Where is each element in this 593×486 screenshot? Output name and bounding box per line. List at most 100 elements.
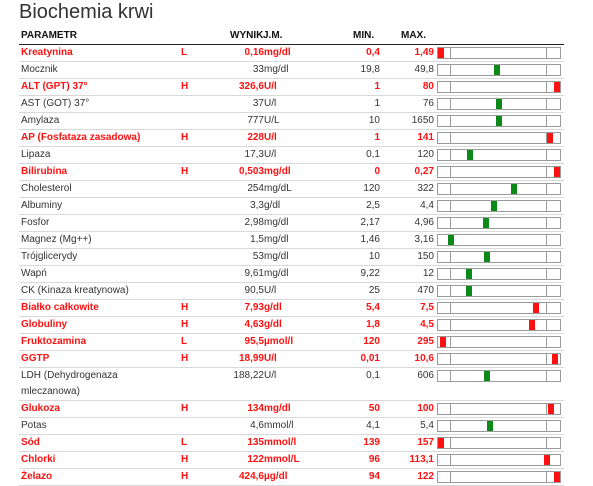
range-bar (437, 47, 561, 59)
unit-cell: mg/dl (264, 403, 291, 414)
range-max-tick (546, 269, 547, 279)
abnormal-marker (440, 337, 447, 347)
range-max-tick (546, 421, 547, 431)
table-row: CK (Kinaza kreatynowa) 90,5 U/l 25 470 (19, 283, 564, 300)
header-max: MAX. (401, 30, 426, 41)
range-bar (437, 64, 561, 76)
unit-cell: U/l (264, 370, 277, 381)
param-cell: LDH (Dehydrogenaza mleczanowa) (21, 370, 118, 397)
unit-cell: g/dl (264, 319, 282, 330)
max-cell: 157 (417, 437, 434, 448)
range-bar (437, 471, 561, 483)
range-bar (437, 268, 561, 280)
abnormal-marker (554, 472, 560, 482)
max-cell: 120 (417, 149, 434, 160)
unit-cell: U/l (264, 149, 277, 160)
table-row: Albuminy 3,3 g/dl 2,5 4,4 (19, 198, 564, 215)
flag-cell: H (181, 403, 189, 414)
results-table: Kreatynina L 0,16 mg/dl 0,4 1,49 Mocznik 33 mg/d… (19, 45, 564, 486)
flag-cell: H (181, 302, 189, 313)
table-row: Lipaza 17,3 U/l 0,1 120 (19, 147, 564, 164)
param-cell: Mocznik (21, 64, 58, 75)
table-row: GGTP H 18,99 U/l 0,01 10,6 (19, 351, 564, 368)
flag-cell: H (181, 81, 189, 92)
range-bar (437, 149, 561, 161)
range-max-tick (546, 218, 547, 228)
param-cell: Żelazo (21, 471, 53, 482)
range-max-tick (546, 337, 547, 347)
table-header: PARAMETR WYNIK J.M. MIN. MAX. (19, 29, 564, 45)
range-bar (437, 166, 561, 178)
min-cell: 2,5 (366, 200, 380, 211)
unit-cell: mmol/L (264, 454, 300, 465)
flag-cell: H (181, 471, 189, 482)
value-cell: 7,93 (244, 302, 264, 313)
table-row: Bilirubina H 0,503 mg/dl 0 0,27 (19, 164, 564, 181)
unit-cell: µmol/l (264, 336, 294, 347)
unit-cell: U/l (264, 81, 277, 92)
range-min-tick (450, 167, 451, 177)
range-bar (437, 217, 561, 229)
range-max-tick (546, 472, 547, 482)
value-cell: 33 (252, 64, 264, 75)
unit-cell: µg/dl (264, 471, 288, 482)
unit-cell: mmol/l (264, 437, 297, 448)
min-cell: 1,8 (366, 319, 380, 330)
max-cell: 49,8 (414, 64, 434, 75)
min-cell: 5,4 (366, 302, 380, 313)
range-bar (437, 420, 561, 432)
range-bar (437, 234, 561, 246)
min-cell: 50 (368, 403, 380, 414)
abnormal-marker (438, 438, 444, 448)
abnormal-marker (532, 303, 539, 313)
flag-cell: H (181, 132, 189, 143)
value-cell: 53 (252, 251, 264, 262)
max-cell: 4,5 (420, 319, 434, 330)
param-cell: Albuminy (21, 200, 63, 211)
range-min-tick (450, 404, 451, 414)
max-cell: 1,49 (414, 47, 434, 58)
abnormal-marker (554, 167, 560, 177)
min-cell: 9,22 (360, 268, 380, 279)
min-cell: 10 (368, 115, 380, 126)
max-cell: 322 (417, 183, 434, 194)
range-bar (437, 454, 561, 466)
max-cell: 122 (417, 471, 434, 482)
table-row: Fosfor 2,98 mg/dl 2,17 4,96 (19, 215, 564, 232)
param-cell: Chlorki (21, 454, 56, 465)
param-cell: GGTP (21, 353, 50, 364)
unit-cell: mg/dl (264, 166, 291, 177)
range-min-tick (450, 48, 451, 58)
value-cell: 90,5 (244, 285, 264, 296)
min-cell: 94 (368, 471, 380, 482)
param-cell: AST (GOT) 37° (21, 98, 90, 109)
range-min-tick (450, 286, 451, 296)
normal-marker (510, 184, 517, 194)
param-cell: Bilirubina (21, 166, 68, 177)
min-cell: 1 (374, 132, 380, 143)
range-max-tick (546, 99, 547, 109)
param-cell: Fruktozamina (21, 336, 87, 347)
flag-cell: H (181, 319, 189, 330)
value-cell: 0,503 (238, 166, 264, 177)
value-cell: 95,5 (244, 336, 264, 347)
table-row: Mocznik 33 mg/dl 19,8 49,8 (19, 62, 564, 79)
value-cell: 3,3 (250, 200, 264, 211)
normal-marker (496, 99, 502, 109)
normal-marker (482, 218, 489, 228)
abnormal-marker (438, 48, 444, 58)
param-cell: Globuliny (21, 319, 68, 330)
range-min-tick (450, 82, 451, 92)
value-cell: 777 (247, 115, 264, 126)
min-cell: 139 (363, 437, 380, 448)
range-bar (437, 98, 561, 110)
unit-cell: U/L (264, 115, 280, 126)
normal-marker (493, 65, 500, 75)
max-cell: 100 (417, 403, 434, 414)
param-cell: Fosfor (21, 217, 50, 228)
param-cell: ALT (GPT) 37° (21, 81, 88, 92)
table-row: LDH (Dehydrogenaza mleczanowa) 188,22 U/l 0… (19, 368, 564, 401)
abnormal-marker (528, 320, 535, 330)
range-bar (437, 285, 561, 297)
abnormal-marker (547, 133, 554, 143)
